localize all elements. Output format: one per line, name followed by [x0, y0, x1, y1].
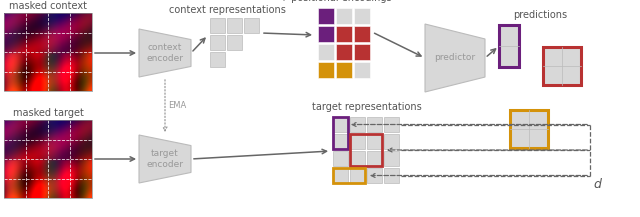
Polygon shape: [139, 135, 191, 183]
Bar: [333, 168, 365, 183]
Bar: [333, 134, 348, 149]
Bar: [318, 44, 334, 60]
Bar: [350, 168, 365, 183]
Bar: [543, 47, 581, 85]
Bar: [354, 62, 370, 78]
Bar: [336, 44, 352, 60]
Bar: [318, 26, 334, 42]
Bar: [384, 168, 399, 183]
Bar: [336, 26, 352, 42]
Bar: [333, 117, 348, 149]
Bar: [384, 151, 399, 166]
Bar: [210, 18, 225, 33]
Bar: [384, 117, 399, 132]
Text: target
encoder: target encoder: [147, 149, 184, 169]
Bar: [384, 134, 399, 149]
Bar: [350, 134, 382, 166]
Bar: [4, 13, 92, 91]
Text: predictor: predictor: [435, 54, 476, 62]
Bar: [367, 168, 382, 183]
Bar: [367, 117, 382, 132]
Bar: [354, 8, 370, 24]
Polygon shape: [425, 24, 485, 92]
Text: predictions: predictions: [513, 10, 567, 20]
Bar: [333, 168, 348, 183]
Bar: [350, 134, 365, 149]
Bar: [210, 35, 225, 50]
Polygon shape: [139, 29, 191, 77]
Text: masked context: masked context: [9, 1, 87, 11]
Text: context
encoder: context encoder: [147, 43, 184, 63]
Bar: [336, 62, 352, 78]
Bar: [227, 35, 242, 50]
Bar: [354, 44, 370, 60]
Text: EMA: EMA: [168, 102, 186, 110]
Bar: [350, 117, 365, 132]
Bar: [244, 18, 259, 33]
Bar: [4, 120, 92, 198]
Bar: [367, 134, 382, 149]
Bar: [336, 8, 352, 24]
Text: target representations: target representations: [312, 102, 422, 112]
Bar: [499, 25, 519, 67]
Bar: [354, 26, 370, 42]
Text: context representations
+ positional encodings: context representations + positional enc…: [278, 0, 394, 3]
Bar: [210, 52, 225, 67]
Text: d: d: [593, 179, 601, 191]
Bar: [367, 151, 382, 166]
Bar: [318, 62, 334, 78]
Bar: [333, 151, 348, 166]
Bar: [350, 151, 365, 166]
Text: masked target: masked target: [13, 108, 83, 118]
Bar: [510, 110, 548, 148]
Bar: [227, 18, 242, 33]
Bar: [318, 8, 334, 24]
Bar: [333, 117, 348, 132]
Text: context representations: context representations: [168, 5, 285, 15]
